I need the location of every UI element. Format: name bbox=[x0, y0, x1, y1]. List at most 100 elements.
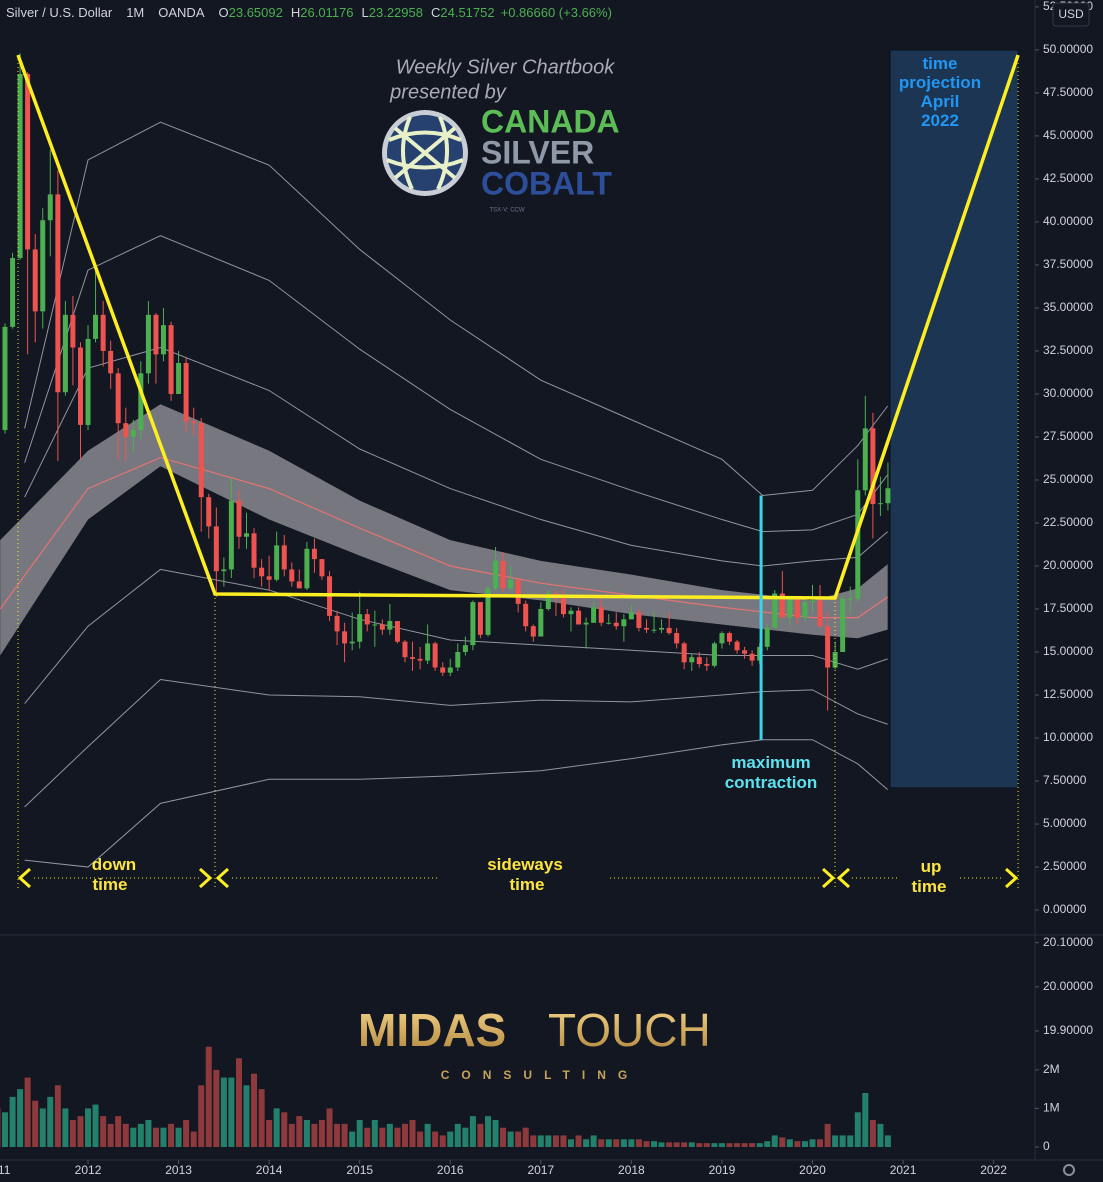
candle-body bbox=[674, 633, 680, 644]
candle-body bbox=[817, 600, 823, 627]
candle-body bbox=[764, 627, 770, 647]
annotation-line: down bbox=[92, 855, 136, 874]
candle-body bbox=[349, 641, 355, 644]
annotations: down time sideways time up time maximum cont… bbox=[17, 54, 1019, 896]
volume-bar bbox=[364, 1127, 371, 1147]
volume-bar bbox=[477, 1123, 484, 1147]
candle-body bbox=[213, 526, 219, 572]
candle-body bbox=[289, 569, 295, 582]
band-line bbox=[24, 346, 888, 567]
candle-body bbox=[583, 622, 589, 625]
volume-bar bbox=[243, 1085, 250, 1147]
currency[interactable]: USD bbox=[1058, 7, 1084, 21]
ohlc-value: 24.51752 bbox=[440, 5, 494, 20]
annotation: up time bbox=[912, 857, 947, 896]
y-tick-label: 2.50000 bbox=[1043, 859, 1087, 873]
y-tick-label: 20.00000 bbox=[1043, 558, 1093, 572]
volume-bar bbox=[386, 1123, 393, 1147]
volume-bar bbox=[749, 1143, 756, 1147]
candle-body bbox=[726, 633, 732, 642]
y-tick-label: 50.00000 bbox=[1043, 42, 1093, 56]
candle-body bbox=[47, 194, 53, 221]
candle-body bbox=[493, 560, 499, 589]
annotation-line: time bbox=[510, 875, 545, 894]
candle-body bbox=[636, 612, 642, 628]
volume-bar bbox=[756, 1143, 763, 1147]
volume-bar bbox=[258, 1089, 265, 1147]
annotation: maximum contraction bbox=[725, 753, 818, 792]
candle-body bbox=[870, 428, 876, 505]
sponsor-line: CANADA bbox=[481, 103, 620, 139]
volume-bar bbox=[726, 1143, 733, 1147]
candle-body bbox=[840, 598, 846, 653]
candle-body bbox=[296, 581, 302, 589]
candle-body bbox=[802, 602, 808, 618]
candle-body bbox=[825, 626, 831, 668]
sponsor-line: COBALT bbox=[481, 165, 612, 201]
candle-body bbox=[206, 497, 212, 527]
volume-bar bbox=[77, 1116, 84, 1147]
candle-body bbox=[440, 667, 446, 673]
volume-bar bbox=[205, 1046, 212, 1147]
candle-body bbox=[704, 664, 710, 666]
settings-icon[interactable] bbox=[1063, 1164, 1075, 1176]
y-tick-label: 12.50000 bbox=[1043, 687, 1093, 701]
candle-body bbox=[523, 603, 529, 627]
candle-body bbox=[696, 657, 702, 665]
candle-body bbox=[409, 657, 415, 659]
volume-bar bbox=[356, 1120, 363, 1147]
volume-bar bbox=[771, 1135, 778, 1147]
candle-body bbox=[160, 325, 166, 355]
volume-bar bbox=[718, 1143, 725, 1147]
candle-body bbox=[387, 621, 393, 630]
volume-bar bbox=[590, 1135, 597, 1147]
volume-bar bbox=[341, 1123, 348, 1147]
y-tick-label: 5.00000 bbox=[1043, 816, 1087, 830]
volume-bar bbox=[39, 1108, 46, 1147]
volume-bar bbox=[137, 1123, 144, 1147]
band-line bbox=[24, 739, 888, 868]
annotation-line: up bbox=[921, 857, 942, 876]
candle-body bbox=[379, 624, 385, 630]
candle-body bbox=[508, 579, 514, 589]
globe-lines bbox=[386, 116, 464, 190]
volume-bar bbox=[598, 1139, 605, 1147]
y-tick-label: 17.50000 bbox=[1043, 601, 1093, 615]
volume-bar bbox=[583, 1139, 590, 1147]
x-tick-label: 2012 bbox=[75, 1163, 102, 1177]
volume-bar bbox=[318, 1120, 325, 1147]
annotation-line: time bbox=[923, 54, 958, 73]
volume-bar bbox=[47, 1096, 54, 1147]
volume-bar bbox=[764, 1141, 771, 1147]
volume-bar bbox=[281, 1112, 288, 1147]
y-tick-label: 45.00000 bbox=[1043, 128, 1093, 142]
currency-box[interactable] bbox=[1052, 2, 1090, 27]
projection-box bbox=[889, 49, 1019, 789]
volume-bar bbox=[794, 1141, 801, 1147]
volume-bar bbox=[69, 1120, 76, 1147]
candle-body bbox=[651, 629, 657, 631]
volume-bar bbox=[288, 1123, 295, 1147]
candle-body bbox=[628, 612, 634, 620]
candle-body bbox=[749, 653, 755, 661]
volume-bar bbox=[228, 1077, 235, 1147]
candle-body bbox=[25, 73, 31, 250]
candle-body bbox=[266, 576, 272, 580]
candle-body bbox=[168, 325, 174, 394]
candle-body bbox=[809, 600, 815, 603]
volume-bar bbox=[666, 1142, 673, 1147]
y-tick-label: 47.50000 bbox=[1043, 85, 1093, 99]
candle-body bbox=[689, 657, 695, 663]
volume-bar bbox=[251, 1073, 258, 1147]
volume-bar bbox=[492, 1120, 499, 1147]
annotation-line: maximum bbox=[731, 753, 810, 772]
volume-bar bbox=[567, 1139, 574, 1147]
candle-body bbox=[319, 559, 325, 577]
volume-bar bbox=[417, 1131, 424, 1147]
candle-body bbox=[274, 545, 280, 580]
x-tick-label: 2015 bbox=[346, 1163, 373, 1177]
sponsor-logo: Weekly Silver Chartbook presented by CAN… bbox=[382, 56, 620, 214]
candle-body bbox=[719, 633, 725, 644]
volume-bar bbox=[213, 1069, 220, 1147]
volume-tick-label: 0 bbox=[1043, 1139, 1050, 1153]
